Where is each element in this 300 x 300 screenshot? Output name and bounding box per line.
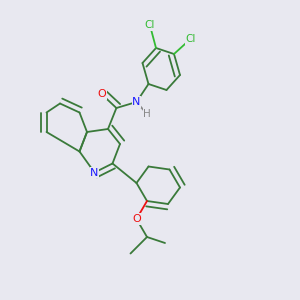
Text: H: H (143, 109, 151, 119)
Text: N: N (132, 97, 141, 107)
Text: O: O (98, 89, 106, 100)
Text: Cl: Cl (185, 34, 196, 44)
Text: Cl: Cl (145, 20, 155, 31)
Text: O: O (132, 214, 141, 224)
Text: N: N (90, 167, 99, 178)
